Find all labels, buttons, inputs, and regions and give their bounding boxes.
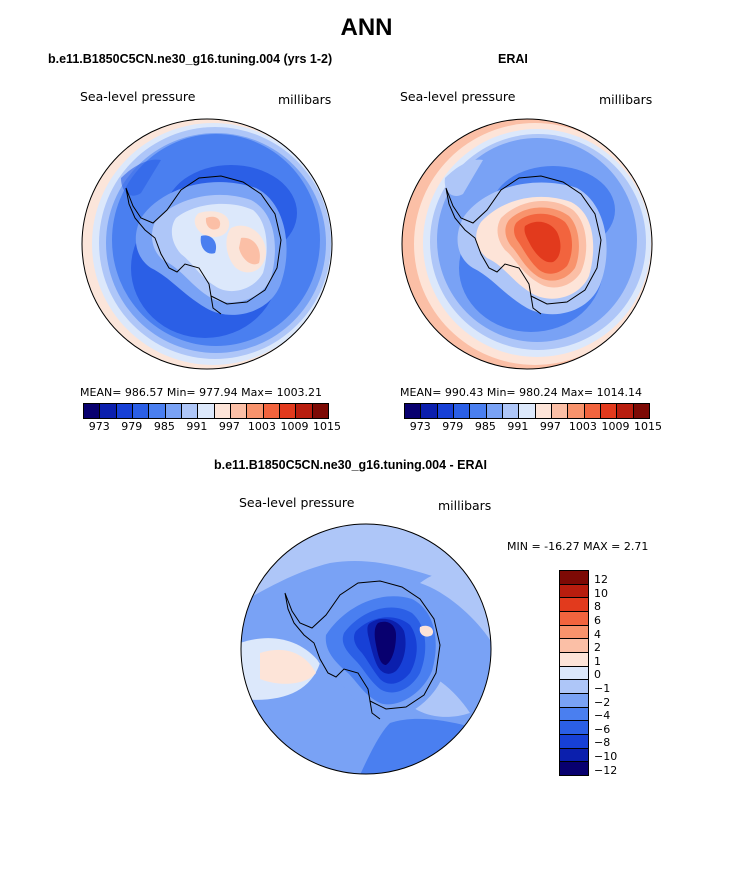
panel-2-colorbar-labels: 973 979 985 991 997 1003 1009 1015 (404, 420, 662, 434)
panel-3-title: b.e11.B1850C5CN.ne30_g16.tuning.004 - ER… (214, 458, 488, 472)
colorbar-tick-label: 973 (88, 420, 110, 433)
colorbar-swatch (560, 748, 588, 763)
colorbar-swatch (502, 404, 520, 418)
panel-2-variable: Sea-level pressure (400, 89, 516, 104)
panel-1-variable: Sea-level pressure (80, 89, 196, 104)
colorbar-swatch (198, 404, 215, 418)
colorbar-swatch (149, 404, 166, 418)
colorbar-tick-label: 6 (594, 614, 601, 627)
colorbar-swatch (551, 404, 569, 418)
colorbar-tick-label: 1015 (634, 420, 662, 433)
colorbar-swatch (633, 404, 649, 418)
figure-title: ANN (340, 14, 393, 41)
colorbar-tick-label: 985 (474, 420, 496, 433)
colorbar-tick-label: 973 (409, 420, 431, 433)
colorbar-tick-label: 2 (594, 641, 601, 655)
colorbar-swatch (560, 612, 588, 626)
panel-3-colorbar (559, 570, 589, 776)
panel-3-colorbar-labels: 12 10 8 6 4 2 1 0 −1 −2 −4 −6 −8 −10 −12 (594, 570, 634, 777)
colorbar-tick-label: 997 (218, 420, 240, 433)
panel-3-minmax: MIN = -16.27 MAX = 2.71 (507, 540, 649, 553)
panel-1-title: b.e11.B1850C5CN.ne30_g16.tuning.004 (yrs… (48, 52, 333, 66)
panel-1-units: millibars (278, 92, 332, 107)
colorbar-tick-label: −4 (594, 709, 611, 723)
colorbar-swatch (230, 404, 248, 418)
colorbar-swatch (535, 404, 552, 418)
colorbar-tick-label: −8 (594, 736, 611, 750)
colorbar-tick-label: 1003 (568, 420, 597, 433)
colorbar-swatch (470, 404, 487, 418)
colorbar-swatch (560, 721, 588, 736)
colorbar-tick-label: 8 (594, 600, 601, 614)
colorbar-swatch (560, 680, 588, 695)
colorbar-tick-label: 1015 (313, 420, 341, 433)
panel-1-map (81, 118, 333, 370)
colorbar-swatch (519, 404, 536, 418)
colorbar-swatch (263, 404, 280, 418)
colorbar-swatch (405, 404, 422, 418)
panel-2-units: millibars (599, 92, 653, 107)
colorbar-swatch (560, 694, 588, 708)
colorbar-tick-label: −12 (594, 763, 618, 777)
colorbar-swatch (100, 404, 117, 418)
colorbar-swatch (486, 404, 503, 418)
colorbar-swatch (560, 584, 588, 599)
colorbar-swatch (421, 404, 438, 418)
colorbar-tick-label: 4 (594, 627, 601, 641)
colorbar-tick-label: 979 (442, 420, 464, 433)
colorbar-tick-label: 1003 (247, 420, 276, 433)
colorbar-tick-label: 12 (594, 573, 608, 587)
colorbar-tick-label: 991 (186, 420, 208, 433)
colorbar-swatch (568, 404, 585, 418)
colorbar-tick-label: 1009 (280, 420, 309, 433)
colorbar-swatch (617, 404, 634, 418)
colorbar-swatch (560, 639, 588, 654)
colorbar-swatch (560, 653, 588, 667)
panel-3-map (240, 523, 492, 775)
colorbar-swatch (214, 404, 231, 418)
colorbar-tick-label: −1 (594, 682, 611, 695)
colorbar-swatch (279, 404, 297, 418)
colorbar-tick-label: −10 (594, 750, 618, 763)
colorbar-tick-label: −6 (594, 722, 611, 736)
panel-1-colorbar-labels: 973 979 985 991 997 1003 1009 1015 (83, 420, 341, 434)
colorbar-swatch (560, 625, 588, 640)
colorbar-swatch (453, 404, 471, 418)
colorbar-tick-label: 1 (594, 654, 601, 668)
colorbar-swatch (312, 404, 328, 418)
colorbar-tick-label: 10 (594, 586, 608, 600)
colorbar-tick-label: 991 (507, 420, 529, 433)
colorbar-swatch (116, 404, 133, 418)
panel-1-stats: MEAN= 986.57 Min= 977.94 Max= 1003.21 (80, 386, 323, 399)
colorbar-swatch (560, 735, 588, 749)
colorbar-swatch (560, 707, 588, 722)
colorbar-tick-label: 979 (121, 420, 143, 433)
colorbar-swatch (165, 404, 182, 418)
colorbar-swatch (560, 762, 588, 776)
colorbar-swatch (560, 598, 588, 613)
panel-3-variable: Sea-level pressure (239, 495, 355, 510)
colorbar-swatch (247, 404, 264, 418)
panel-2-colorbar (404, 403, 650, 419)
colorbar-swatch (560, 571, 588, 585)
colorbar-swatch (132, 404, 150, 418)
colorbar-swatch (84, 404, 101, 418)
colorbar-tick-label: 1009 (601, 420, 630, 433)
panel-2-map (401, 118, 653, 370)
colorbar-tick-label: 0 (594, 668, 601, 682)
colorbar-swatch (437, 404, 454, 418)
panel-3-units: millibars (438, 498, 492, 513)
colorbar-tick-label: −2 (594, 695, 611, 709)
colorbar-swatch (181, 404, 199, 418)
panel-2-title: ERAI (498, 52, 528, 66)
colorbar-swatch (600, 404, 618, 418)
colorbar-tick-label: 985 (153, 420, 175, 433)
colorbar-swatch (560, 666, 588, 681)
colorbar-swatch (296, 404, 313, 418)
colorbar-tick-label: 997 (539, 420, 561, 433)
colorbar-swatch (584, 404, 601, 418)
panel-2-stats: MEAN= 990.43 Min= 980.24 Max= 1014.14 (400, 386, 643, 399)
panel-1-colorbar (83, 403, 329, 419)
